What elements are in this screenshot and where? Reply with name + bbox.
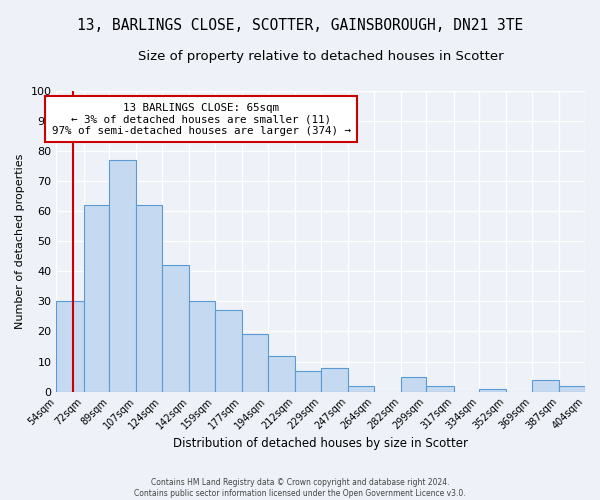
Bar <box>401 376 427 392</box>
Text: 13, BARLINGS CLOSE, SCOTTER, GAINSBOROUGH, DN21 3TE: 13, BARLINGS CLOSE, SCOTTER, GAINSBOROUG… <box>77 18 523 32</box>
Bar <box>479 388 506 392</box>
Bar <box>295 370 321 392</box>
X-axis label: Distribution of detached houses by size in Scotter: Distribution of detached houses by size … <box>173 437 468 450</box>
Bar <box>136 205 162 392</box>
Text: Contains HM Land Registry data © Crown copyright and database right 2024.
Contai: Contains HM Land Registry data © Crown c… <box>134 478 466 498</box>
Text: 13 BARLINGS CLOSE: 65sqm
← 3% of detached houses are smaller (11)
97% of semi-de: 13 BARLINGS CLOSE: 65sqm ← 3% of detache… <box>52 102 351 136</box>
Y-axis label: Number of detached properties: Number of detached properties <box>15 154 25 329</box>
Title: Size of property relative to detached houses in Scotter: Size of property relative to detached ho… <box>138 50 503 63</box>
Bar <box>427 386 454 392</box>
Bar <box>83 205 109 392</box>
Bar <box>532 380 559 392</box>
Bar <box>242 334 268 392</box>
Bar <box>559 386 585 392</box>
Bar <box>321 368 348 392</box>
Bar <box>190 302 215 392</box>
Bar <box>348 386 374 392</box>
Bar <box>215 310 242 392</box>
Bar <box>56 302 83 392</box>
Bar <box>109 160 136 392</box>
Bar <box>268 356 295 392</box>
Bar <box>162 265 190 392</box>
